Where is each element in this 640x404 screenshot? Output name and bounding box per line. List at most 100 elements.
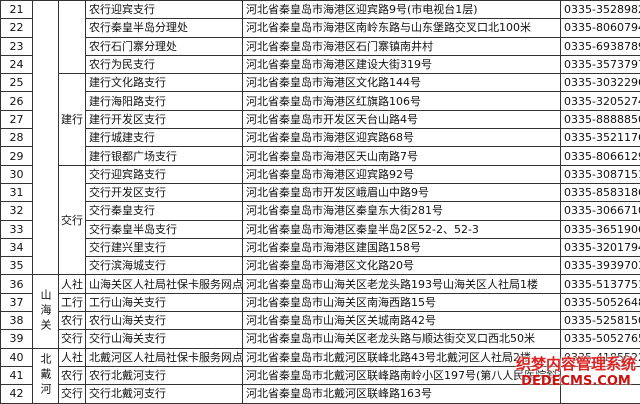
phone: 0335-3066710 <box>561 202 640 220</box>
district: 北戴河 <box>33 348 59 403</box>
address: 河北省秦皇岛市海港区迎宾路92号 <box>243 165 561 183</box>
phone: 0335-3651906 <box>561 220 640 238</box>
phone: 0335-8888850 <box>561 110 640 128</box>
branch-name: 建行城建支行 <box>86 129 243 147</box>
phone: 0335-3201794 <box>561 238 640 256</box>
address: 河北省秦皇岛市北戴河区联峰路163号 <box>243 385 561 403</box>
address: 河北省秦皇岛市山海关区老龙头路与顺达街交叉口西北50米 <box>243 330 561 348</box>
row-number: 30 <box>1 165 33 183</box>
row-number: 42 <box>1 385 33 403</box>
branch-name: 交行建兴里支行 <box>86 238 243 256</box>
row-number: 25 <box>1 74 33 92</box>
address: 河北省秦皇岛市山海关区老龙头路193号山海关区人社局1楼 <box>243 275 561 293</box>
branch-name: 建行文化路支行 <box>86 74 243 92</box>
phone: 0335-3939703 <box>561 257 640 275</box>
address: 河北省秦皇岛市山海关区南海西路15号 <box>243 293 561 311</box>
row-number: 22 <box>1 19 33 37</box>
row-number: 26 <box>1 92 33 110</box>
row-number: 24 <box>1 55 33 73</box>
address: 河北省秦皇岛市海港区迎宾路9号(市电视台1层) <box>243 1 561 19</box>
branch-name: 农行山海关支行 <box>86 312 243 330</box>
branch-name: 交行迎宾路支行 <box>86 165 243 183</box>
district: 山海关 <box>33 275 59 348</box>
row-number: 33 <box>1 220 33 238</box>
bank <box>59 1 86 74</box>
branch-name: 农行迎宾支行 <box>86 1 243 19</box>
row-number: 37 <box>1 293 33 311</box>
bank: 建行 <box>59 74 86 165</box>
branch-name: 农行北戴河支行 <box>86 366 243 384</box>
row-number: 41 <box>1 366 33 384</box>
watermark: 织梦内容管理系统 DEDECMS.COM <box>516 353 636 389</box>
phone: 0335-5137751 <box>561 275 640 293</box>
row-number: 35 <box>1 257 33 275</box>
row-number: 28 <box>1 129 33 147</box>
branch-name: 建行开发区支行 <box>86 110 243 128</box>
row-number: 40 <box>1 348 33 366</box>
address: 河北省秦皇岛市北戴河区联峰路南岭小区197号(第八人民医院斜对 <box>243 366 561 384</box>
address: 河北省秦皇岛市开发区峨眉山中路9号 <box>243 183 561 201</box>
branch-name: 交行开发区支行 <box>86 183 243 201</box>
phone: 0335-3573797 <box>561 55 640 73</box>
address: 河北省秦皇岛市海港区文化路144号 <box>243 74 561 92</box>
watermark-line: 织梦内容管理系统 <box>516 353 636 374</box>
row-number: 31 <box>1 183 33 201</box>
address: 河北省秦皇岛市海港区秦皇半岛2区52-2、52-3 <box>243 220 561 238</box>
watermark-line: DEDECMS.COM <box>516 374 636 389</box>
address: 河北省秦皇岛市海港区迎宾路68号 <box>243 129 561 147</box>
row-number: 34 <box>1 238 33 256</box>
bank: 农行 <box>59 366 86 384</box>
row-number: 21 <box>1 1 33 19</box>
branch-name: 农行为民支行 <box>86 55 243 73</box>
branch-name: 交行秦皇支行 <box>86 202 243 220</box>
address: 河北省秦皇岛市海港区天山南路7号 <box>243 147 561 165</box>
branch-name: 农行秦皇半岛分理处 <box>86 19 243 37</box>
address: 河北省秦皇岛市海港区建设大街319号 <box>243 55 561 73</box>
address: 河北省秦皇岛市海港区秦皇东大街281号 <box>243 202 561 220</box>
row-number: 27 <box>1 110 33 128</box>
branch-name: 建行银都广场支行 <box>86 147 243 165</box>
phone: 0335-5052765 <box>561 330 640 348</box>
phone: 0335-8583186 <box>561 183 640 201</box>
bank: 农行 <box>59 312 86 330</box>
branch-name: 交行北戴河支行 <box>86 385 243 403</box>
row-number: 32 <box>1 202 33 220</box>
bank: 人社 <box>59 275 86 293</box>
bank: 交行 <box>59 330 86 348</box>
address: 河北省秦皇岛市海港区南岭东路与山东堡路交叉口北100米 <box>243 19 561 37</box>
branch-name: 山海关区人社局社保卡服务网点 <box>86 275 243 293</box>
phone: 0335-8060794 <box>561 19 640 37</box>
phone: 0335-8066129 <box>561 147 640 165</box>
row-number: 36 <box>1 275 33 293</box>
branch-name: 交行滨海城支行 <box>86 257 243 275</box>
phone: 0335-3032296 <box>561 74 640 92</box>
address: 河北省秦皇岛市开发区天台山路4号 <box>243 110 561 128</box>
phone: 0335-5258150 <box>561 312 640 330</box>
bank: 工行 <box>59 293 86 311</box>
address: 河北省秦皇岛市海港区建国路158号 <box>243 238 561 256</box>
row-number: 39 <box>1 330 33 348</box>
phone: 0335-6938789 <box>561 37 640 55</box>
address: 河北省秦皇岛市北戴河区联峰北路43号北戴河区人社局2楼 <box>243 348 561 366</box>
bank: 交行 <box>59 165 86 275</box>
